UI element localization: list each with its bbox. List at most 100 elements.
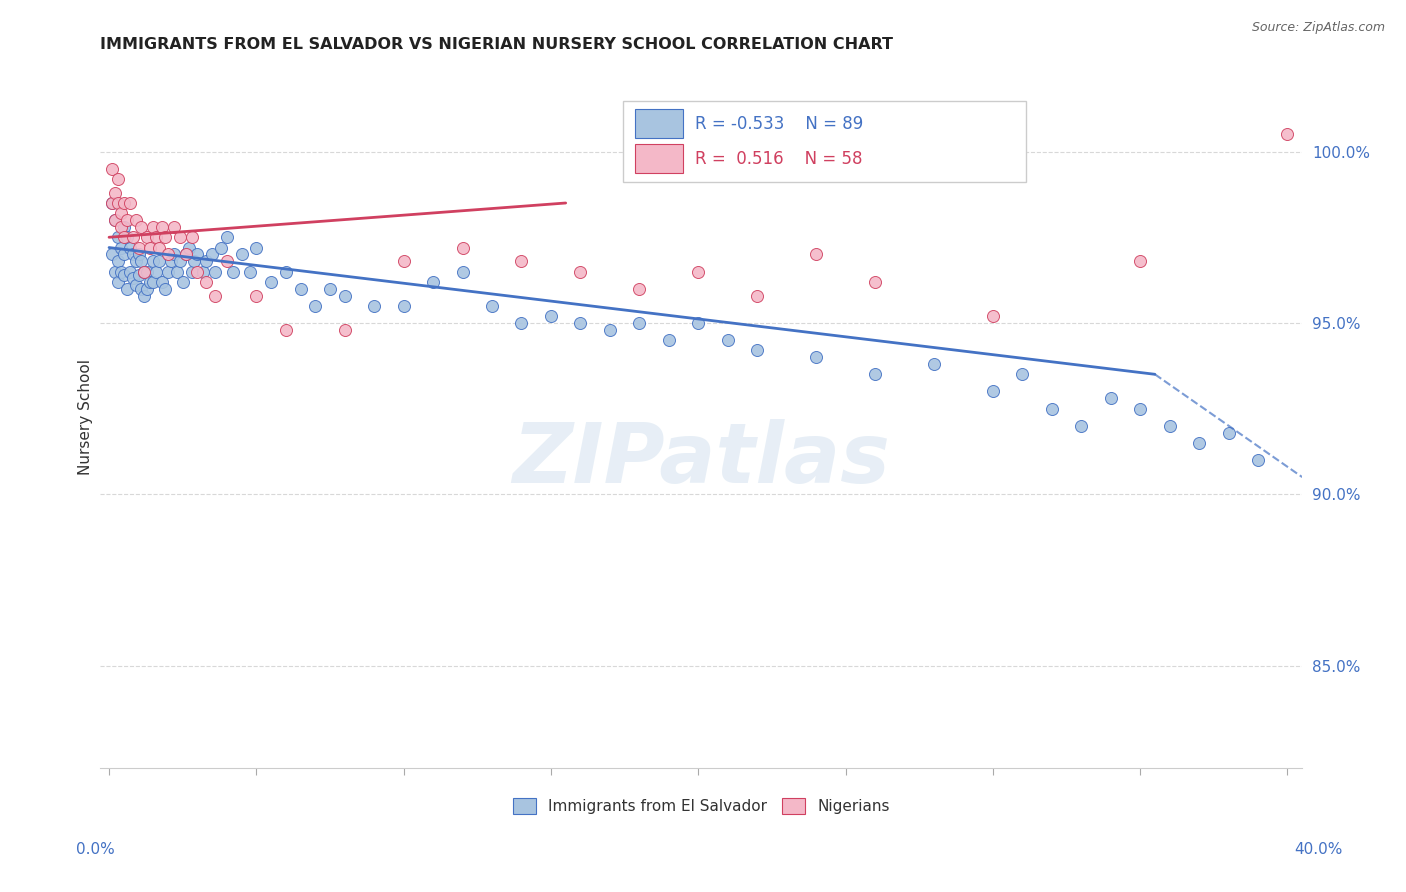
Text: R = -0.533    N = 89: R = -0.533 N = 89	[695, 114, 863, 133]
Point	[215, 230, 238, 244]
Point	[1159, 418, 1181, 433]
Point	[142, 275, 165, 289]
Point	[245, 288, 267, 302]
Point	[863, 275, 886, 289]
Point	[804, 247, 827, 261]
Point	[121, 271, 143, 285]
Point	[112, 268, 135, 282]
Point	[540, 309, 562, 323]
Point	[599, 323, 621, 337]
Point	[333, 288, 356, 302]
Point	[239, 264, 262, 278]
Point	[245, 241, 267, 255]
Point	[186, 264, 208, 278]
Point	[107, 196, 129, 211]
Point	[104, 264, 127, 278]
Point	[304, 299, 326, 313]
Point	[139, 275, 162, 289]
Point	[180, 264, 202, 278]
Point	[136, 282, 159, 296]
Point	[451, 264, 474, 278]
Point	[172, 275, 194, 289]
Point	[804, 350, 827, 364]
Point	[747, 288, 769, 302]
Point	[510, 254, 533, 268]
Point	[260, 275, 283, 289]
Point	[150, 275, 173, 289]
Point	[231, 247, 253, 261]
Point	[110, 241, 132, 255]
Point	[115, 282, 138, 296]
Point	[481, 299, 503, 313]
Point	[717, 333, 740, 347]
Point	[153, 230, 176, 244]
Point	[142, 219, 165, 234]
Point	[107, 230, 129, 244]
Point	[110, 206, 132, 220]
Point	[131, 282, 153, 296]
Point	[124, 278, 146, 293]
Point	[134, 264, 156, 278]
Point	[131, 219, 153, 234]
Point	[107, 254, 129, 268]
Point	[183, 254, 205, 268]
Point	[222, 264, 245, 278]
Point	[121, 247, 143, 261]
Point	[451, 241, 474, 255]
Point	[169, 230, 191, 244]
Point	[569, 264, 592, 278]
Point	[392, 299, 415, 313]
Point	[163, 247, 186, 261]
FancyBboxPatch shape	[636, 109, 683, 138]
Point	[142, 254, 165, 268]
FancyBboxPatch shape	[636, 144, 683, 173]
Point	[747, 343, 769, 358]
Point	[177, 241, 200, 255]
Point	[115, 230, 138, 244]
Point	[204, 288, 226, 302]
Point	[136, 264, 159, 278]
Point	[186, 247, 208, 261]
Point	[118, 196, 141, 211]
Point	[569, 316, 592, 330]
Point	[1099, 392, 1122, 406]
Point	[156, 264, 179, 278]
Point	[1129, 254, 1152, 268]
Text: 0.0%: 0.0%	[76, 842, 115, 856]
Point	[118, 241, 141, 255]
Point	[688, 264, 710, 278]
Point	[169, 254, 191, 268]
Point	[195, 275, 218, 289]
Point	[392, 254, 415, 268]
Text: 40.0%: 40.0%	[1295, 842, 1343, 856]
Point	[150, 219, 173, 234]
Point	[1040, 401, 1063, 416]
Point	[148, 254, 170, 268]
Point	[1011, 368, 1033, 382]
FancyBboxPatch shape	[623, 101, 1026, 182]
Point	[139, 241, 162, 255]
Point	[112, 247, 135, 261]
Text: Source: ZipAtlas.com: Source: ZipAtlas.com	[1251, 21, 1385, 34]
Point	[121, 230, 143, 244]
Point	[174, 247, 197, 261]
Point	[422, 275, 444, 289]
Point	[981, 384, 1004, 399]
Point	[124, 213, 146, 227]
Point	[209, 241, 232, 255]
Point	[193, 264, 215, 278]
Point	[124, 254, 146, 268]
Point	[1129, 401, 1152, 416]
Point	[156, 247, 179, 261]
Point	[215, 254, 238, 268]
Point	[110, 264, 132, 278]
Point	[688, 316, 710, 330]
Y-axis label: Nursery School: Nursery School	[79, 359, 93, 475]
Point	[115, 213, 138, 227]
Point	[658, 333, 681, 347]
Point	[136, 230, 159, 244]
Point	[101, 161, 124, 176]
Point	[145, 230, 167, 244]
Point	[1218, 425, 1240, 440]
Point	[101, 196, 124, 211]
